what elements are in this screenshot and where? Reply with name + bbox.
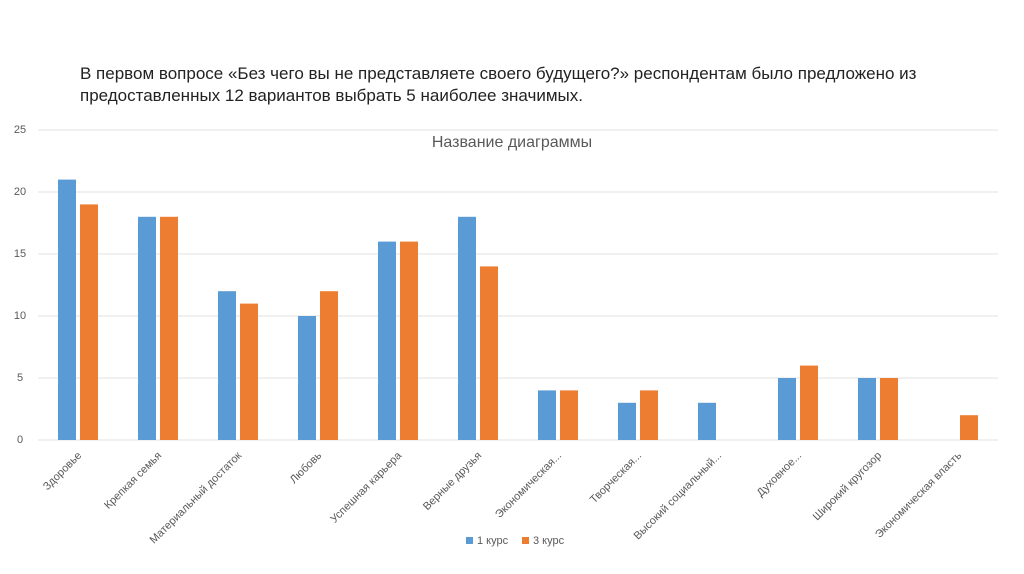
x-tick-label: Экономическая... (493, 450, 564, 521)
y-tick-label: 0 (17, 434, 23, 446)
bar (160, 216, 178, 440)
bar (378, 241, 396, 440)
y-tick-label: 20 (14, 186, 26, 198)
bar (560, 390, 578, 440)
bar (618, 402, 636, 440)
legend-swatch (466, 537, 473, 544)
bar (400, 241, 418, 440)
bar (240, 303, 258, 440)
bar (538, 390, 556, 440)
bar (960, 415, 978, 440)
bar (58, 179, 76, 440)
bar (298, 316, 316, 440)
x-tick-label: Материальный достаток (148, 450, 245, 547)
legend-swatch (522, 537, 529, 544)
bar (138, 216, 156, 440)
x-tick-label: Творческая... (588, 450, 644, 506)
bar (458, 216, 476, 440)
x-tick-label: Широкий кругозор (811, 450, 884, 523)
x-tick-label: Духовное... (755, 450, 805, 500)
bar (880, 378, 898, 440)
bar (480, 266, 498, 440)
bar (858, 378, 876, 440)
x-tick-label: Высокий социальный... (632, 450, 725, 543)
x-tick-label: Экономическая власть (873, 450, 964, 541)
y-tick-label: 10 (14, 310, 26, 322)
y-tick-label: 25 (14, 124, 26, 136)
x-tick-label: Здоровье (41, 450, 84, 493)
bar (698, 402, 716, 440)
bar (800, 365, 818, 440)
bar (80, 204, 98, 440)
bar (320, 291, 338, 440)
bar (218, 291, 236, 440)
chart-title: Название диаграммы (432, 134, 592, 151)
slide-heading: В первом вопросе «Без чего вы не предста… (80, 64, 917, 105)
x-tick-label: Успешная карьера (328, 449, 404, 525)
legend-label: 1 курс (477, 535, 509, 547)
bar (778, 378, 796, 440)
x-tick-label: Крепкая семья (102, 450, 164, 512)
legend-label: 3 курс (533, 535, 565, 547)
bar (640, 390, 658, 440)
y-tick-label: 15 (14, 248, 26, 260)
x-tick-label: Верные друзья (421, 450, 484, 513)
y-tick-label: 5 (17, 372, 23, 384)
x-tick-label: Любовь (288, 450, 325, 487)
